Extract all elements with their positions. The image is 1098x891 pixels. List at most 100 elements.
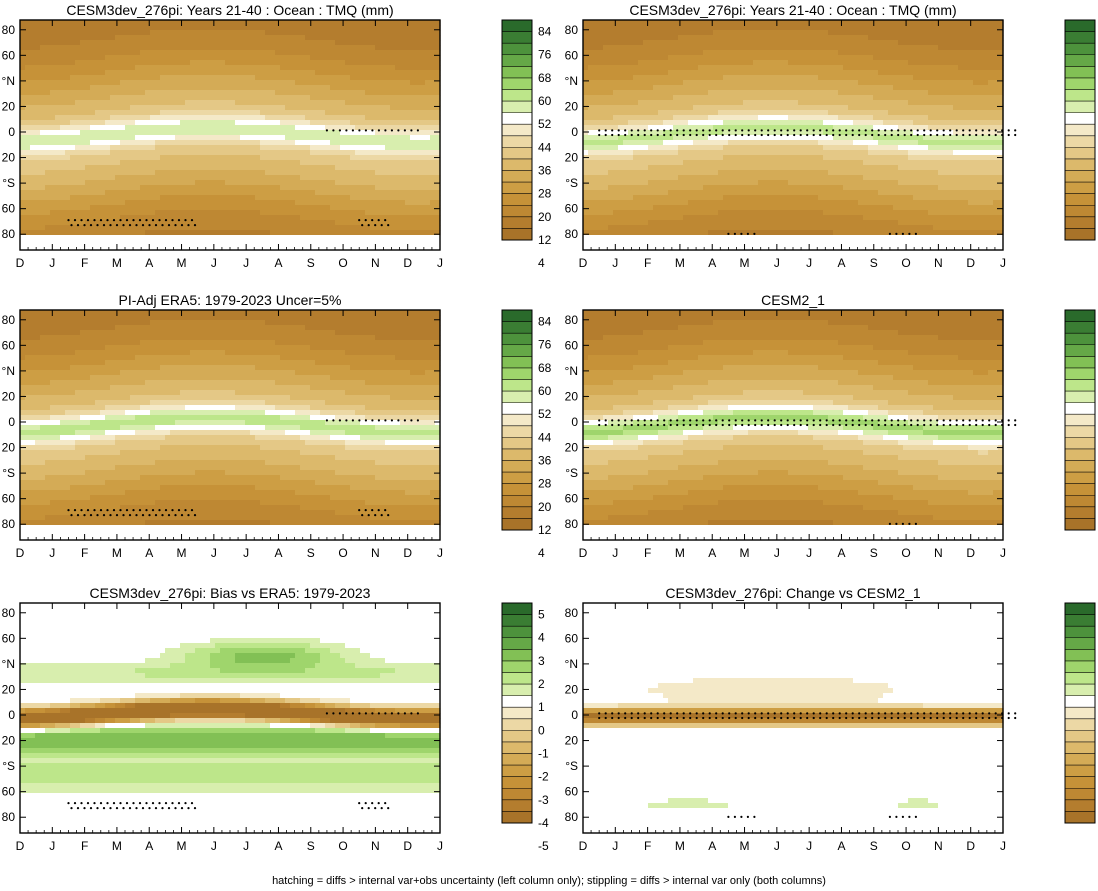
heatmap-cell [350, 100, 356, 106]
heatmap-cell [85, 115, 91, 121]
heatmap-cell [180, 35, 186, 41]
heatmap-cell [280, 80, 286, 86]
heatmap-cell [390, 40, 396, 46]
heatmap-cell [205, 50, 211, 56]
heatmap-cell [315, 30, 321, 36]
heatmap-cell [190, 30, 196, 36]
heatmap-cell [345, 70, 351, 76]
heatmap-cell [125, 25, 131, 31]
heatmap-cell [135, 80, 141, 86]
heatmap-cell [135, 50, 141, 56]
heatmap-cell [325, 55, 331, 61]
heatmap-cell [30, 125, 36, 131]
heatmap-cell [395, 25, 401, 31]
heatmap-cell [285, 70, 291, 76]
heatmap-cell [175, 35, 181, 41]
heatmap-cell [425, 125, 431, 131]
heatmap-cell [350, 75, 356, 81]
heatmap-cell [115, 95, 121, 101]
heatmap-cell [245, 75, 251, 81]
heatmap-cell [260, 125, 266, 131]
heatmap-cell [340, 115, 346, 121]
heatmap-cell [230, 25, 236, 31]
heatmap-cell [225, 105, 231, 111]
heatmap-cell [45, 85, 51, 91]
heatmap-cell [370, 100, 376, 106]
heatmap-cell [235, 105, 241, 111]
heatmap-cell [85, 105, 91, 111]
heatmap-cell [205, 60, 211, 66]
heatmap-cell [130, 25, 136, 31]
heatmap-cell [175, 65, 181, 71]
heatmap-cell [110, 115, 116, 121]
heatmap-cell [285, 65, 291, 71]
heatmap-cell [150, 35, 156, 41]
heatmap-cell [420, 120, 426, 126]
heatmap-cell [395, 80, 401, 86]
heatmap-cell [390, 65, 396, 71]
heatmap-cell [75, 65, 81, 71]
heatmap-cell [180, 65, 186, 71]
heatmap-cell [320, 95, 326, 101]
heatmap-cell [385, 115, 391, 121]
heatmap-cell [385, 120, 391, 126]
heatmap-cell [25, 85, 31, 91]
heatmap-cell [45, 125, 51, 131]
heatmap-cell [235, 85, 241, 91]
heatmap-cell [430, 40, 436, 46]
heatmap-cell [265, 25, 271, 31]
heatmap-cell [170, 50, 176, 56]
heatmap-cell [170, 105, 176, 111]
heatmap-cell [135, 105, 141, 111]
heatmap-cell [270, 30, 276, 36]
heatmap-cell [100, 85, 106, 91]
heatmap-cell [425, 100, 431, 106]
heatmap-cell [125, 100, 131, 106]
heatmap-cell [165, 110, 171, 116]
heatmap-cell [105, 40, 111, 46]
heatmap-cell [20, 30, 26, 36]
heatmap-cell [350, 25, 356, 31]
heatmap-cell [325, 80, 331, 86]
heatmap-cell [335, 115, 341, 121]
heatmap-cell [250, 35, 256, 41]
heatmap-cell [305, 30, 311, 36]
heatmap-cell [330, 80, 336, 86]
heatmap-cell [165, 90, 171, 96]
heatmap-cell [360, 125, 366, 131]
heatmap-cell [95, 120, 101, 126]
heatmap-cell [105, 30, 111, 36]
heatmap-cell [210, 50, 216, 56]
heatmap-cell [310, 35, 316, 41]
heatmap-cell [420, 80, 426, 86]
heatmap-cell [55, 80, 61, 86]
heatmap-cell [380, 45, 386, 51]
heatmap-cell [130, 80, 136, 86]
heatmap-cell [230, 70, 236, 76]
heatmap-cell [315, 20, 321, 26]
heatmap-cell [150, 110, 156, 116]
heatmap-cell [395, 65, 401, 71]
heatmap-cell [130, 40, 136, 46]
heatmap-cell [245, 110, 251, 116]
heatmap-cell [245, 120, 251, 126]
heatmap-cell [225, 45, 231, 51]
heatmap-cell [35, 100, 41, 106]
heatmap-cell [220, 70, 226, 76]
heatmap-cell [135, 120, 141, 126]
heatmap-cell [100, 30, 106, 36]
heatmap-cell [405, 105, 411, 111]
heatmap-cell [300, 95, 306, 101]
heatmap-cell [270, 85, 276, 91]
heatmap-cell [190, 65, 196, 71]
heatmap-cell [350, 90, 356, 96]
heatmap-cell [255, 80, 261, 86]
heatmap-cell [325, 85, 331, 91]
heatmap-cell [35, 40, 41, 46]
heatmap-cell [430, 85, 436, 91]
heatmap-cell [70, 135, 76, 141]
heatmap-cell [275, 100, 281, 106]
heatmap-cell [110, 55, 116, 61]
heatmap-cell [355, 120, 361, 126]
heatmap-cell [235, 70, 241, 76]
